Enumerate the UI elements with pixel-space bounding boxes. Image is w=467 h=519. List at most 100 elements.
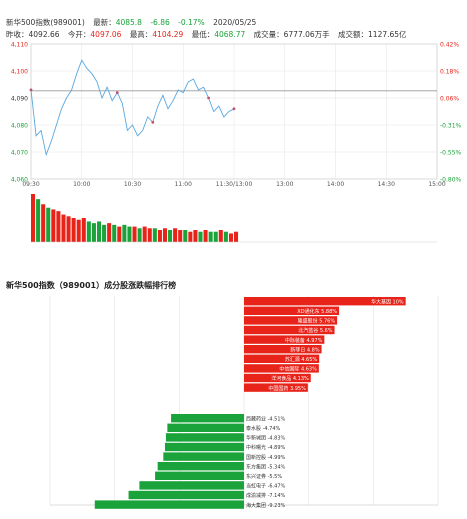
open-label: 今开： [67,30,91,39]
volume-bar [46,207,51,242]
y-tick-right: -0.80% [440,177,462,184]
quote-row-1: 新华500指数(989001) 最新：4085.8 -6.86 -0.17% 2… [6,17,262,28]
volume-bar [117,226,122,242]
volume-bar [208,231,213,242]
ranking-bar-label: 国新控股 -4.99% [246,454,286,461]
volume-bar [31,194,36,242]
ranking-bar [94,500,244,509]
y-tick-left: 4,110 [11,42,28,49]
ranking-bar-label: 洋河食品 4.13% [271,375,309,382]
x-tick-label: 09:30 [22,181,39,188]
volume-bar [122,224,127,242]
volume-bar [234,231,239,242]
volume-bar [152,228,157,242]
volume-bar [66,216,71,242]
volume-bar [51,209,56,242]
ranking-bar-label: 东兴证券 -5.5% [246,473,282,480]
amount-value: 1127.65亿 [368,30,407,39]
ranking-bar [165,433,244,442]
ranking-bar [244,383,308,392]
quote-row-2: 昨收：4092.66 今开：4097.06 最高：4104.29 最低：4068… [6,29,413,40]
ranking-bar-label: 苏汇源 4.65% [285,356,318,363]
volume-bar [198,231,203,242]
ranking-bar-label: XD通化东 5.88% [297,308,337,315]
y-tick-right: 0.06% [440,96,459,103]
volume-bar [193,230,198,242]
price-point [207,96,211,100]
ranking-bar [244,364,319,373]
index-name: 新华500指数(989001) [6,18,85,27]
y-tick-right: -0.55% [440,150,462,157]
x-tick-label: 11:00 [175,181,192,188]
volume-bar [81,218,86,242]
ranking-bar-label: 华大基因 10% [371,298,404,305]
volume-bar [56,211,61,242]
volume-bar [36,199,41,242]
ranking-bar-label: 隆盛股份 5.76% [298,318,336,325]
volume-bar [157,230,162,242]
ranking-bar [171,414,244,423]
volume-bar [162,228,168,242]
ranking-title: 新华500指数（989001）成分股涨跌幅排行榜 [6,281,177,290]
y-tick-left: 4,080 [11,123,28,130]
ranking-bar [167,423,244,432]
quote-date: 2020/05/25 [213,18,257,27]
amount-label: 成交额： [338,30,369,39]
ranking-bar [244,297,406,306]
ranking-bar-label: 成渝减排 -7.14% [246,492,286,499]
ranking-bar-label: 当虹电子 -6.47% [246,483,286,490]
volume-bar [112,224,117,242]
volume-label: 成交量： [253,30,284,39]
ranking-bar-label: 新菲日 4.8% [290,346,320,353]
x-tick-label: 13:00 [276,181,293,188]
y-tick-left: 4,090 [11,96,28,103]
volume-bar [91,223,96,242]
volume-bar [218,230,223,242]
volume-bar [142,226,147,242]
x-tick-label: 14:30 [378,181,395,188]
intraday-grid [30,43,438,180]
volume-bar [71,218,76,242]
price-point [29,88,33,92]
ranking-bar [244,373,311,383]
volume-bar [137,228,142,242]
price-point [151,120,155,124]
plot-frame [30,43,438,180]
volume-bar [203,230,208,242]
intraday-y-ticks: 4,110 0.42% 4,100 0.18% 4,090 0.06% 4,080 -0.31… [11,42,462,184]
volume-bars [31,194,437,243]
volume-bar [96,221,102,242]
volume-bar [183,230,188,242]
high-label: 最高： [129,30,153,39]
x-tick-label: 10:00 [73,181,90,188]
ranking-bar [128,490,244,500]
ranking-bars: 华大基因 10% XD通化东 5.88% 隆盛股份 5.76% 北汽蓝谷 5.6% 中际… [94,297,406,509]
ranking-bar [157,462,244,471]
ranking-bar-label: 华新城团 -4.83% [246,435,286,442]
ranking-bar-label: 中际装备 4.97% [285,337,323,344]
volume-bar [132,226,137,242]
latest-label: 最新： [93,18,116,27]
ranking-bar-label: 西藏药业 -4.51% [246,415,286,422]
ranking-bar-label: 中国国药 3.95% [268,385,306,392]
volume-bar [147,228,152,242]
x-tick-label: 15:00 [428,181,445,188]
y-tick-left: 4,070 [11,150,28,157]
change-value: -6.86 [150,18,170,27]
volume-bar [178,230,183,242]
ranking-bar-label: 海大集团 -9.23% [246,502,286,509]
ranking-bar [163,452,244,461]
high-value: 4104.29 [152,30,184,39]
ranking-bar-label: 中科曙光 -4.89% [246,444,286,451]
price-point [115,91,119,94]
latest-value: 4085.8 [115,18,142,27]
ranking-chart: 华大基因 10% XD通化东 5.88% 隆盛股份 5.76% 北汽蓝谷 5.6% 中际… [49,296,439,509]
y-tick-right: 0.18% [440,69,459,76]
ranking-bar [244,345,322,354]
prev-close-label: 昨收： [6,30,29,39]
price-line [30,59,235,157]
change-pct: -0.17% [178,18,205,27]
quote-header: 新华500指数(989001) 最新：4085.8 -6.86 -0.17% 2… [0,0,467,40]
intraday-line [29,59,236,157]
volume-bar [86,221,91,242]
